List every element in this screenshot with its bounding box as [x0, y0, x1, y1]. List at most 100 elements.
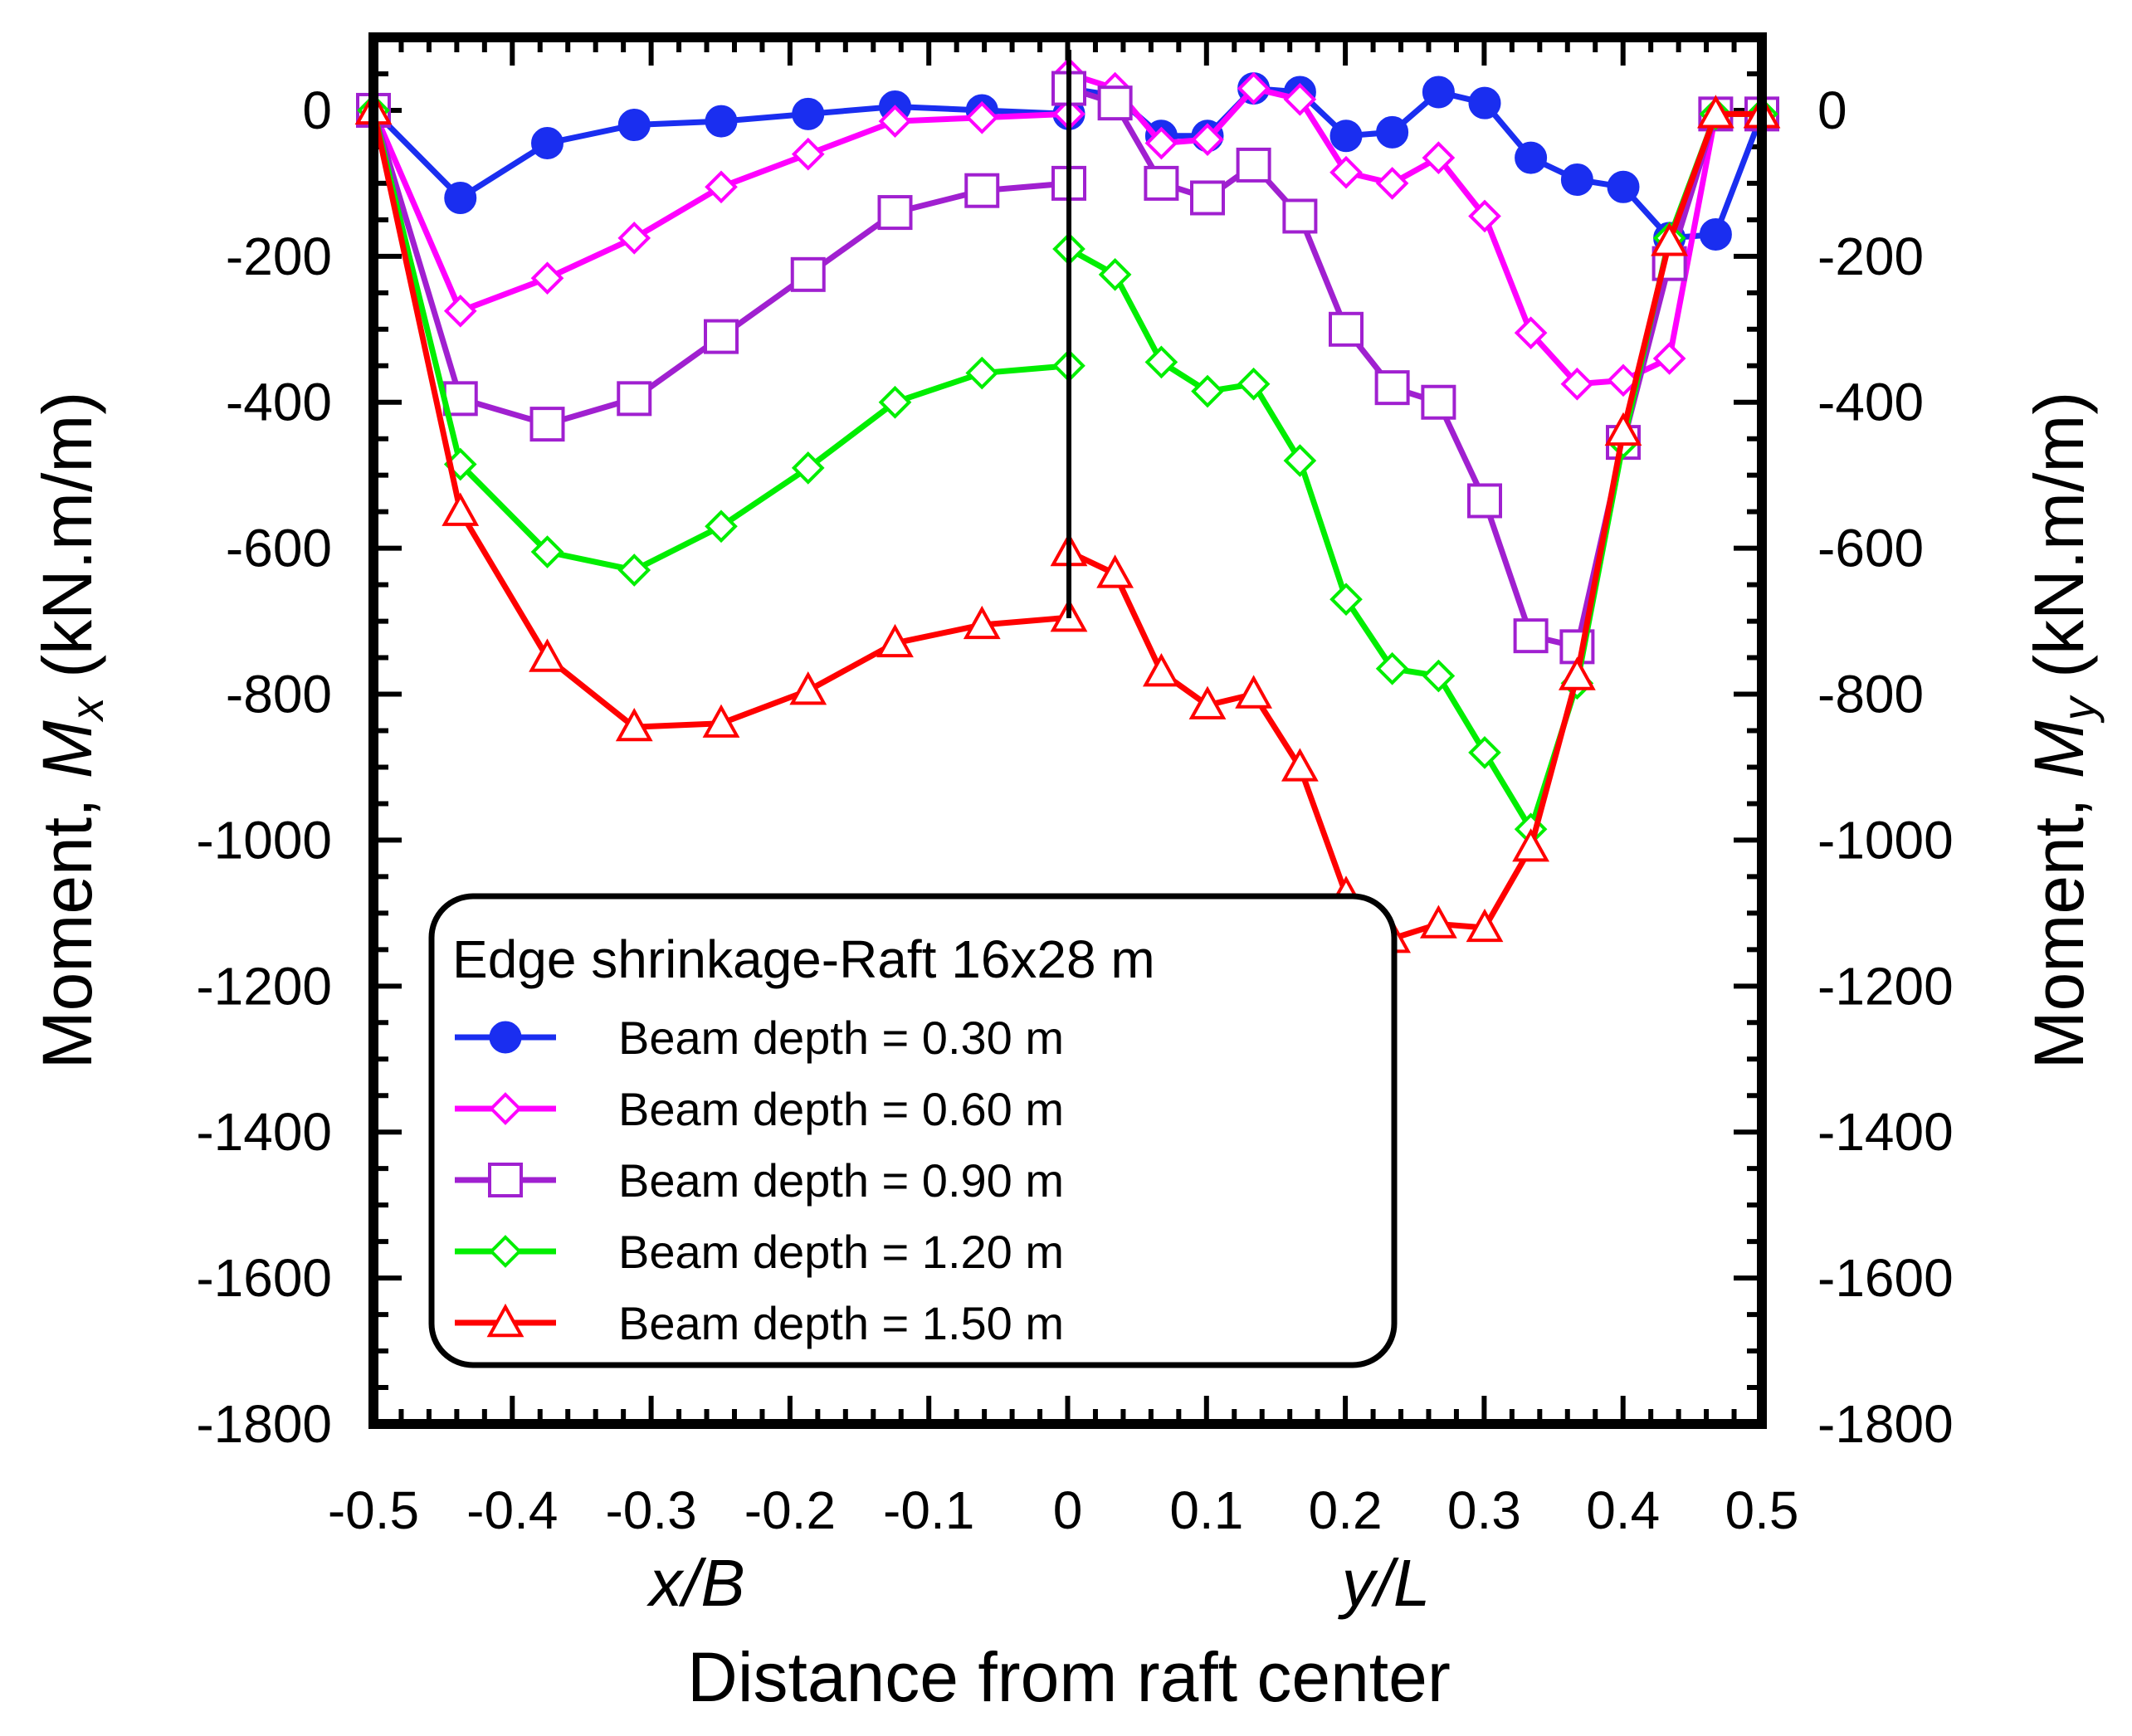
data-point-left	[790, 256, 826, 292]
data-point-right	[1374, 370, 1410, 406]
data-point-right	[1329, 119, 1363, 153]
x-tick-label: 0.1	[1169, 1480, 1243, 1540]
data-point-left	[530, 535, 564, 568]
y-tick-label-left: -800	[226, 665, 332, 724]
data-point-right	[1329, 311, 1364, 347]
axis-text-layer: 0 0 -200 -200 -400 -400 -600 -600 -800 -800 -1000 -…	[196, 80, 1953, 1540]
data-point-left	[791, 137, 825, 171]
data-point-right	[1236, 147, 1271, 183]
legend-label: Beam depth = 0.30 m	[618, 1012, 1064, 1064]
data-point-right	[1604, 412, 1642, 446]
legend-swatch-marker	[489, 1092, 522, 1125]
data-point-right	[1514, 316, 1548, 350]
legend-item: Beam depth = 1.20 m	[455, 1226, 1064, 1278]
data-point-right	[1283, 444, 1317, 477]
y-tick-label-left: -1400	[196, 1102, 332, 1162]
data-point-right	[1560, 367, 1594, 401]
legend-item: Beam depth = 0.30 m	[455, 1012, 1064, 1064]
data-point-right	[1191, 123, 1224, 156]
data-point-right	[1237, 367, 1271, 401]
data-point-right	[1607, 363, 1640, 397]
y-axis-label-right-subscript: y	[2052, 695, 2105, 724]
data-point-left	[963, 605, 1001, 640]
data-point-right	[1376, 115, 1409, 149]
legend-label: Beam depth = 0.90 m	[618, 1154, 1064, 1207]
series-line-right	[1067, 71, 1762, 388]
series-line-right	[1068, 85, 1765, 241]
data-point-right	[1560, 163, 1593, 196]
legend-label: Beam depth = 1.20 m	[618, 1226, 1064, 1278]
legend-items: Beam depth = 0.30 m Beam depth = 0.60 m Be…	[455, 1012, 1064, 1349]
data-point-right	[1098, 258, 1132, 291]
data-point-right	[1188, 685, 1227, 719]
y-axis-label-left: Moment, Mx (kN.m/m)	[28, 392, 113, 1070]
data-point-left	[443, 294, 477, 328]
legend-swatch-marker	[486, 1303, 524, 1338]
y-tick-label-left: -600	[226, 519, 332, 578]
data-point-right	[1422, 141, 1456, 174]
data-point-left	[617, 109, 651, 142]
data-point-right	[1237, 71, 1271, 105]
data-point-left	[705, 170, 738, 204]
x-tick-label: 0.3	[1447, 1480, 1521, 1540]
x-tick-label: -0.3	[605, 1480, 696, 1540]
data-point-left	[529, 407, 565, 442]
y-tick-label-right: -1400	[1817, 1102, 1954, 1162]
data-point-right	[1190, 180, 1225, 216]
data-point-left	[617, 381, 652, 417]
y-tick-label-left: -1000	[196, 810, 332, 870]
x-tick-label: 0	[1053, 1480, 1083, 1540]
data-point-right	[1096, 554, 1134, 588]
x-tick-label: -0.2	[744, 1480, 836, 1540]
y-tick-label-right: -1800	[1817, 1394, 1954, 1454]
data-point-right	[1467, 483, 1502, 519]
data-point-right	[1144, 345, 1178, 379]
data-point-left	[704, 319, 739, 354]
data-point-right	[1468, 199, 1501, 233]
data-point-right	[1421, 384, 1456, 420]
x-sub-label-left: x/B	[646, 1546, 745, 1620]
y-tick-label-right: -1600	[1817, 1248, 1954, 1308]
y-tick-label-right: -400	[1817, 373, 1924, 432]
y-tick-label-left: -1600	[196, 1248, 332, 1308]
legend-item: Beam depth = 0.90 m	[455, 1154, 1064, 1207]
data-point-right	[1422, 659, 1456, 693]
data-point-left	[792, 97, 825, 130]
x-tick-label: 0.5	[1725, 1480, 1799, 1540]
y-axis-label-right-prefix: Moment,	[2020, 778, 2098, 1069]
data-point-right	[1097, 85, 1133, 121]
data-point-right	[1651, 222, 1689, 256]
y-tick-label-left: -400	[226, 373, 332, 432]
data-point-right	[1422, 76, 1455, 109]
data-point-right	[1699, 217, 1732, 251]
legend-label: Beam depth = 1.50 m	[618, 1297, 1064, 1349]
data-point-left	[617, 553, 651, 587]
y-tick-label-right: -1000	[1817, 810, 1954, 870]
data-point-left	[530, 261, 564, 295]
data-point-right	[1142, 653, 1180, 687]
x-axis-label: Distance from raft center	[687, 1638, 1451, 1716]
data-point-right	[1282, 198, 1318, 234]
y-axis-label-left-subscript: x	[61, 695, 113, 723]
data-point-right	[1419, 905, 1457, 939]
data-point-left	[705, 510, 738, 544]
series-line-right	[1067, 110, 1762, 942]
x-tick-label: 0.2	[1309, 1480, 1383, 1540]
series-line-left	[370, 109, 1070, 315]
data-point-left	[876, 623, 914, 658]
data-point-left	[791, 451, 825, 485]
data-point-left	[529, 638, 566, 672]
legend-swatch-marker	[489, 1021, 522, 1054]
y-axis-label-right-symbol: M	[2020, 720, 2098, 778]
data-point-left	[442, 381, 478, 417]
data-point-right	[1558, 656, 1596, 690]
data-point-right	[1329, 155, 1363, 189]
data-point-left	[444, 181, 477, 214]
data-point-right	[1696, 95, 1734, 129]
data-point-left	[789, 671, 827, 705]
y-axis-label-left-prefix: Moment,	[28, 778, 106, 1069]
y-axis-label-left-suffix: (kN.m/m)	[28, 392, 106, 698]
y-tick-label-left: -1800	[196, 1394, 332, 1454]
y-axis-label-left-symbol: M	[28, 720, 106, 778]
